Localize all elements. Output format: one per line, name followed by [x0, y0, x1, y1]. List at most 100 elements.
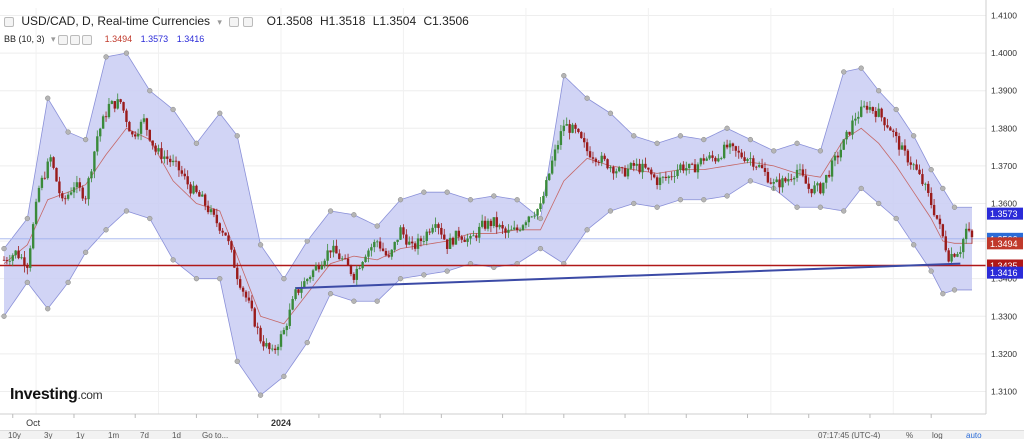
candle-body: [746, 159, 749, 161]
candle-body: [113, 101, 116, 109]
eye-icon[interactable]: [58, 34, 69, 45]
price-tick-label: 1.3300: [991, 311, 1017, 321]
settings-icon[interactable]: [243, 16, 254, 27]
chevron-down-icon[interactable]: ▾: [217, 17, 222, 27]
goto-button[interactable]: Go to...: [202, 431, 229, 439]
candle-body: [714, 157, 717, 162]
chevron-down-icon[interactable]: ▾: [51, 34, 56, 44]
candle-body: [376, 241, 379, 243]
candle-body: [259, 327, 262, 342]
band-marker: [234, 133, 240, 139]
symbol-title[interactable]: USD/CAD, D, Real-time Currencies: [21, 14, 211, 28]
trend-line[interactable]: [295, 262, 961, 290]
band-marker: [234, 358, 240, 365]
band-marker: [561, 73, 567, 79]
candle-body: [929, 192, 933, 205]
candle-body: [253, 308, 256, 327]
candle-body: [623, 168, 627, 177]
log-toggle[interactable]: log: [932, 431, 943, 439]
candle-body: [722, 144, 726, 159]
candle-body: [288, 309, 291, 326]
candle-body: [658, 177, 662, 185]
band-marker: [1, 245, 7, 252]
band-marker: [701, 197, 707, 203]
range-7d[interactable]: 7d: [140, 431, 149, 439]
eye-icon[interactable]: [229, 16, 240, 27]
band-marker: [951, 204, 958, 210]
candle-body: [93, 151, 96, 172]
candle-body: [825, 174, 828, 183]
candle-body: [180, 170, 184, 174]
candle-body: [833, 155, 837, 161]
candle-body: [454, 230, 458, 245]
settings-icon[interactable]: [70, 34, 81, 45]
candle-body: [740, 152, 743, 158]
range-1m[interactable]: 1m: [108, 431, 120, 439]
collapse-icon[interactable]: [4, 16, 14, 27]
range-3y[interactable]: 3y: [44, 431, 53, 439]
candle-body: [8, 260, 12, 262]
candle-body: [419, 238, 423, 242]
candle-body: [778, 179, 781, 188]
band-marker: [893, 215, 899, 222]
band-marker: [514, 197, 520, 203]
candle-body: [463, 239, 466, 242]
candle-body: [953, 253, 956, 257]
candle-body: [271, 348, 274, 350]
band-marker: [327, 208, 334, 214]
price-tick-label: 1.4100: [991, 11, 1017, 21]
investing-logo[interactable]: Investing.com: [10, 386, 103, 404]
price-label-box: [987, 237, 1023, 250]
candle-body: [338, 253, 341, 260]
candle-body: [585, 142, 589, 152]
candle-body: [364, 256, 367, 263]
candle-body: [725, 144, 729, 148]
candle-body: [553, 149, 557, 161]
close-icon[interactable]: [82, 34, 93, 45]
candle-body: [708, 155, 711, 159]
candle-body: [594, 158, 598, 163]
candle-body: [139, 121, 143, 134]
candle-body: [26, 265, 29, 268]
band-marker: [281, 373, 287, 380]
candle-body: [128, 121, 131, 132]
price-label-text: 1.3494: [990, 239, 1018, 249]
price-label-text: 1.3573: [990, 209, 1018, 219]
indicator-name[interactable]: BB (10, 3): [4, 34, 45, 44]
auto-toggle[interactable]: auto: [966, 431, 982, 439]
band-marker: [374, 223, 380, 229]
percent-toggle[interactable]: %: [906, 431, 914, 439]
candle-body: [457, 230, 461, 237]
band-marker: [928, 268, 934, 274]
logo-suffix: .com: [77, 388, 103, 402]
candle-body: [224, 232, 227, 236]
candle-body: [682, 164, 685, 171]
range-10y[interactable]: 10y: [8, 431, 21, 439]
candle-body: [151, 140, 154, 146]
time-axis[interactable]: Oct 2024: [0, 413, 986, 428]
candle-body: [110, 101, 114, 104]
candle-body: [416, 238, 420, 249]
candle-body: [495, 217, 498, 228]
bb-lower-value: 1.3416: [176, 34, 205, 44]
range-1d[interactable]: 1d: [172, 431, 181, 439]
candle-body: [868, 107, 872, 110]
candle-body: [203, 194, 207, 206]
candle-body: [900, 145, 904, 150]
candle-body: [527, 216, 531, 223]
range-1y[interactable]: 1y: [76, 431, 85, 439]
candle-body: [705, 158, 708, 161]
candle-body: [31, 224, 35, 249]
band-marker: [724, 125, 730, 131]
candle-body: [909, 162, 912, 165]
candle-body: [250, 300, 254, 309]
candle-body: [308, 277, 312, 280]
band-mid-line: [3, 127, 972, 325]
candle-body: [574, 124, 577, 129]
band-marker: [817, 148, 824, 154]
band-marker: [817, 204, 824, 210]
band-marker: [103, 54, 109, 60]
candle-body: [927, 183, 930, 193]
band-marker: [928, 166, 934, 173]
